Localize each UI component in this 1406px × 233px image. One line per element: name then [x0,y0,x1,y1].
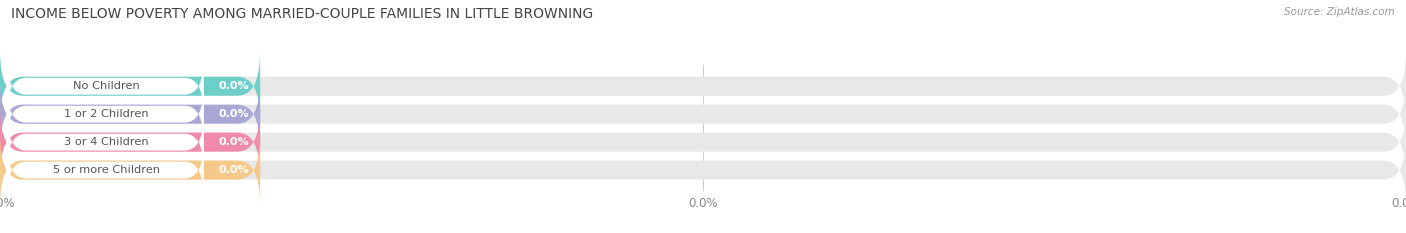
Text: 1 or 2 Children: 1 or 2 Children [63,109,149,119]
FancyBboxPatch shape [7,85,204,144]
Text: 0.0%: 0.0% [218,165,249,175]
FancyBboxPatch shape [0,51,1406,121]
FancyBboxPatch shape [0,79,1406,149]
Text: 0.0%: 0.0% [218,109,249,119]
FancyBboxPatch shape [0,107,260,177]
FancyBboxPatch shape [0,107,1406,177]
FancyBboxPatch shape [0,135,260,205]
Text: 0.0%: 0.0% [218,81,249,91]
FancyBboxPatch shape [0,51,260,121]
Text: 3 or 4 Children: 3 or 4 Children [63,137,149,147]
Text: Source: ZipAtlas.com: Source: ZipAtlas.com [1284,7,1395,17]
FancyBboxPatch shape [7,113,204,172]
Text: 0.0%: 0.0% [218,137,249,147]
FancyBboxPatch shape [7,140,204,200]
FancyBboxPatch shape [0,79,260,149]
FancyBboxPatch shape [7,57,204,116]
FancyBboxPatch shape [0,135,1406,205]
Text: 5 or more Children: 5 or more Children [52,165,160,175]
Text: INCOME BELOW POVERTY AMONG MARRIED-COUPLE FAMILIES IN LITTLE BROWNING: INCOME BELOW POVERTY AMONG MARRIED-COUPL… [11,7,593,21]
Text: No Children: No Children [73,81,139,91]
